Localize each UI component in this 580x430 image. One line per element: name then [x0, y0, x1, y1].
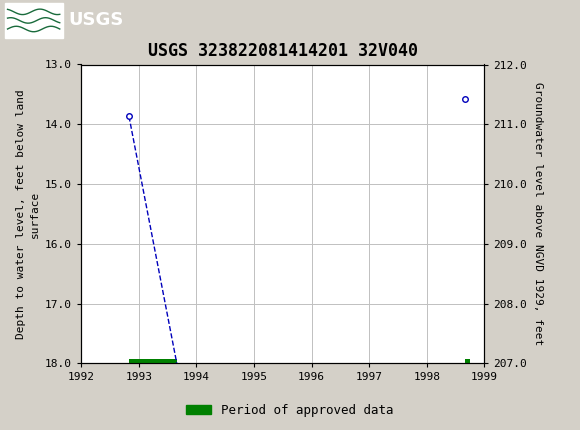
Y-axis label: Groundwater level above NGVD 1929, feet: Groundwater level above NGVD 1929, feet — [532, 82, 543, 346]
Title: USGS 323822081414201 32V040: USGS 323822081414201 32V040 — [148, 42, 418, 60]
Y-axis label: Depth to water level, feet below land
surface: Depth to water level, feet below land su… — [16, 89, 39, 339]
Bar — [129, 359, 177, 364]
Bar — [465, 359, 470, 364]
Legend: Period of approved data: Period of approved data — [181, 399, 399, 421]
Bar — [5, 3, 63, 37]
Text: USGS: USGS — [68, 12, 124, 29]
